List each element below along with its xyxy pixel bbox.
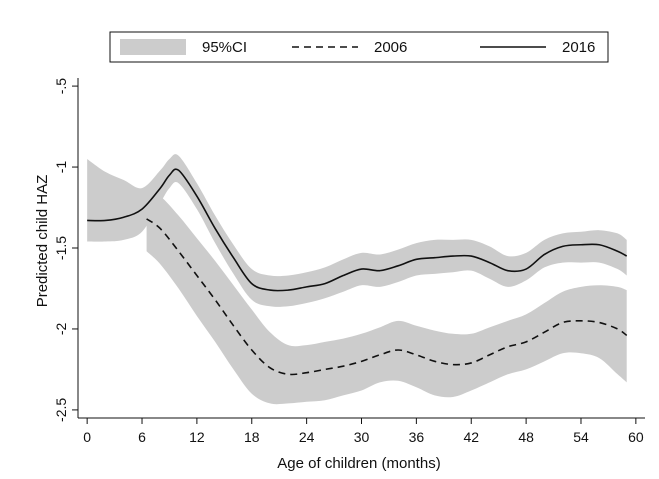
x-tick-label: 60 <box>628 429 644 445</box>
y-tick-label: -1.5 <box>53 236 69 260</box>
plot-area <box>87 154 628 405</box>
x-tick-label: 6 <box>138 429 146 445</box>
x-tick-label: 12 <box>189 429 205 445</box>
ci-band-2006 <box>146 191 627 405</box>
ci-band-2016 <box>87 154 627 307</box>
x-tick-label: 36 <box>409 429 425 445</box>
y-tick-label: -2 <box>53 323 69 336</box>
y-tick-label: -.5 <box>53 78 69 95</box>
x-tick-label: 0 <box>83 429 91 445</box>
legend-label: 2016 <box>562 39 595 56</box>
legend: 95%CI 2006 2016 <box>109 31 609 63</box>
legend-label: 2006 <box>374 39 407 56</box>
y-tick-label: -1 <box>53 161 69 174</box>
x-tick-label: 42 <box>463 429 479 445</box>
x-tick-label: 24 <box>299 429 315 445</box>
y-tick-label: -2.5 <box>53 398 69 422</box>
x-tick-label: 30 <box>354 429 370 445</box>
legend-swatch-band <box>120 39 186 55</box>
series-line-2006 <box>146 218 628 376</box>
y-axis-title: Predicted child HAZ <box>34 175 51 308</box>
x-axis-title: Age of children (months) <box>277 455 440 472</box>
x-tick-label: 18 <box>244 429 260 445</box>
x-tick-label: 54 <box>573 429 589 445</box>
axes: 0 6 12 18 24 30 36 42 48 54 60 -2.5 -2 -1.5 -1 -.5 <box>53 78 645 445</box>
series-line-2016 <box>87 168 628 292</box>
legend-label: 95%CI <box>202 39 247 56</box>
x-tick-label: 48 <box>518 429 534 445</box>
